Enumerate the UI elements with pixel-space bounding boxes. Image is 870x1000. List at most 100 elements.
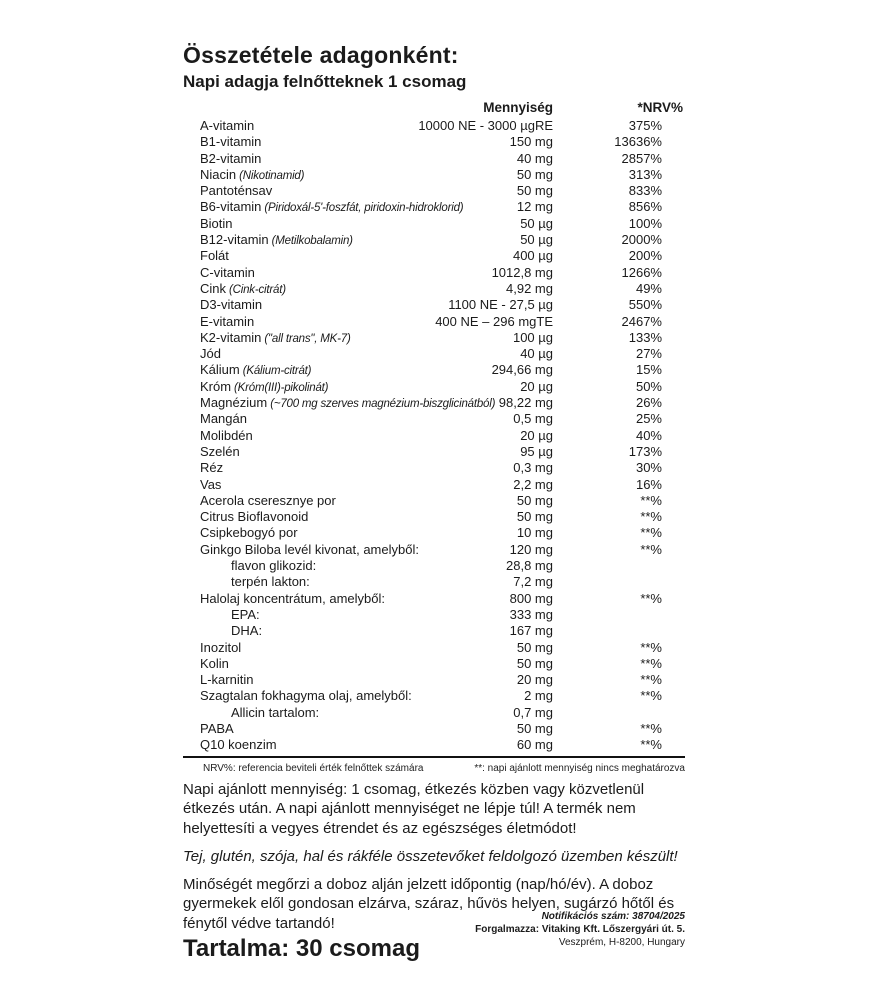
- ingredient-amount: 800 mg: [509, 590, 553, 606]
- ingredient-amount: 40 mg: [516, 150, 553, 166]
- table-row: PABA 50 mg **%: [183, 721, 685, 737]
- ingredient-name: K2-vitamin ("all trans", MK-7): [200, 329, 351, 345]
- table-row: B12-vitamin (Metilkobalamin) 50 µg 2000%: [183, 232, 685, 248]
- allergen-paragraph: Tej, glutén, szója, hal és rákféle össze…: [183, 848, 678, 866]
- ingredient-amount: 28,8 mg: [506, 558, 553, 574]
- footer-row: Tartalma: 30 csomag Notifikációs szám: 3…: [183, 911, 685, 964]
- ingredient-note: (Metilkobalamin): [268, 235, 353, 248]
- ingredient-amount: 12 mg: [516, 199, 553, 215]
- ingredient-nrv: 25%: [635, 411, 662, 427]
- table-row: Kolin 50 mg **%: [183, 656, 685, 672]
- ingredient-name: Magnézium (~700 mg szerves magnézium-bis…: [200, 395, 496, 411]
- ingredient-nrv: **%: [640, 639, 662, 655]
- table-row: Citrus Bioflavonoid 50 mg **%: [183, 509, 685, 525]
- ingredient-amount: 100 µg: [512, 329, 553, 345]
- ingredient-name: E-vitamin: [200, 313, 255, 329]
- distributor-address: Veszprém, H-8200, Hungary: [558, 937, 685, 949]
- ingredient-name: Acerola cseresznye por: [200, 492, 336, 508]
- ingredient-nrv: 2467%: [621, 313, 662, 329]
- table-row: D3-vitamin 1100 NE - 27,5 µg 550%: [183, 297, 685, 313]
- table-row: Réz 0,3 mg 30%: [183, 460, 685, 476]
- table-row: Inozitol 50 mg **%: [183, 640, 685, 656]
- ingredient-nrv: 833%: [628, 183, 662, 199]
- ingredient-amount: 167 mg: [509, 623, 553, 639]
- ingredient-amount: 95 µg: [520, 443, 553, 459]
- footnote-row: NRV%: referencia beviteli érték felnőtte…: [183, 758, 685, 775]
- ingredient-nrv: **%: [640, 509, 662, 525]
- ingredient-nrv: 49%: [635, 280, 662, 296]
- ingredient-nrv: 1266%: [621, 264, 662, 280]
- table-header-row: Mennyiség *NRV%: [183, 98, 685, 118]
- ingredient-name: Citrus Bioflavonoid: [200, 509, 309, 525]
- ingredient-name: L-karnitin: [200, 672, 254, 688]
- ingredient-nrv: **%: [640, 541, 662, 557]
- ingredient-name: Csipkebogyó por: [200, 525, 298, 541]
- ingredient-amount: 400 NE – 296 mgTE: [435, 313, 553, 329]
- ingredient-amount: 60 mg: [516, 737, 553, 753]
- table-row: flavon glikozid: 28,8 mg: [183, 558, 685, 574]
- notification-number: Notifikációs szám: 38704/2025: [541, 911, 685, 923]
- table-row: Pantoténsav 50 mg 833%: [183, 183, 685, 199]
- ingredient-nrv: 100%: [628, 215, 662, 231]
- ingredient-amount: 50 mg: [516, 509, 553, 525]
- ingredient-name: Biotin: [200, 215, 233, 231]
- ingredient-name: Vas: [200, 476, 222, 492]
- ingredient-name: flavon glikozid:: [231, 558, 317, 574]
- ingredient-name: PABA: [200, 720, 234, 736]
- table-row: EPA: 333 mg: [183, 607, 685, 623]
- ingredient-name: DHA:: [231, 623, 263, 639]
- column-header-nrv: *NRV%: [637, 100, 683, 115]
- ingredient-name: Q10 koenzim: [200, 737, 277, 753]
- table-row: Halolaj koncentrátum, amelyből: 800 mg **%: [183, 591, 685, 607]
- ingredient-table-body: A-vitamin 10000 NE - 3000 µgRE 375% B1-vita…: [183, 118, 685, 754]
- ingredient-amount: 0,3 mg: [513, 460, 553, 476]
- ingredient-amount: 0,7 mg: [513, 704, 553, 720]
- ingredient-amount: 50 mg: [516, 655, 553, 671]
- ingredient-note: ("all trans", MK-7): [261, 332, 351, 345]
- ingredient-amount: 333 mg: [509, 606, 553, 622]
- table-row: Niacin (Nikotinamid) 50 mg 313%: [183, 167, 685, 183]
- ingredient-note: (Cink-citrát): [226, 283, 286, 296]
- ingredient-amount: 50 µg: [520, 232, 553, 248]
- table-row: B1-vitamin 150 mg 13636%: [183, 134, 685, 150]
- ingredient-note: (Nikotinamid): [236, 169, 305, 182]
- ingredient-nrv: 2000%: [621, 232, 662, 248]
- table-row: Ginkgo Biloba levél kivonat, amelyből: 12…: [183, 542, 685, 558]
- ingredient-name: Pantoténsav: [200, 183, 273, 199]
- contents-line: Tartalma: 30 csomag: [183, 935, 420, 963]
- ingredient-amount: 2 mg: [524, 688, 553, 704]
- ingredient-amount: 400 µg: [512, 248, 553, 264]
- ingredient-note: (~700 mg szerves magnézium-biszglicinátb…: [267, 398, 496, 411]
- ingredient-amount: 120 mg: [509, 541, 553, 557]
- table-row: terpén lakton: 7,2 mg: [183, 574, 685, 590]
- table-row: E-vitamin 400 NE – 296 mgTE 2467%: [183, 314, 685, 330]
- table-row: Molibdén 20 µg 40%: [183, 428, 685, 444]
- table-row: Mangán 0,5 mg 25%: [183, 411, 685, 427]
- ingredient-amount: 50 µg: [520, 215, 553, 231]
- ingredient-nrv: 856%: [628, 199, 662, 215]
- footnote-nrv: NRV%: referencia beviteli érték felnőtte…: [203, 762, 424, 774]
- ingredient-name: Kálium (Kálium-citrát): [200, 362, 312, 378]
- ingredient-amount: 50 mg: [516, 639, 553, 655]
- table-row: B6-vitamin (Piridoxál-5'-foszfát, pirido…: [183, 199, 685, 215]
- table-row: Króm (Króm(III)-pikolinát) 20 µg 50%: [183, 379, 685, 395]
- ingredient-nrv: 375%: [628, 118, 662, 133]
- ingredient-name: Kolin: [200, 655, 229, 671]
- ingredient-nrv: 2857%: [621, 150, 662, 166]
- ingredient-amount: 2,2 mg: [513, 476, 553, 492]
- ingredient-amount: 50 mg: [516, 183, 553, 199]
- table-row: Acerola cseresznye por 50 mg **%: [183, 493, 685, 509]
- ingredient-name: Halolaj koncentrátum, amelyből:: [200, 590, 385, 606]
- table-row: C-vitamin 1012,8 mg 1266%: [183, 265, 685, 281]
- ingredient-name: Szagtalan fokhagyma olaj, amelyből:: [200, 688, 412, 704]
- ingredient-name: EPA:: [231, 606, 260, 622]
- ingredient-nrv: **%: [640, 655, 662, 671]
- table-row: Kálium (Kálium-citrát) 294,66 mg 15%: [183, 362, 685, 378]
- page-title: Összetétele adagonként:: [183, 42, 459, 68]
- ingredient-name: Allicin tartalom:: [231, 704, 320, 720]
- distributor-line: Forgalmazza: Vitaking Kft. Lőszergyári ú…: [475, 924, 685, 936]
- storage-paragraph: Minőségét megőrzi a doboz alján jelzett …: [183, 875, 675, 932]
- ingredient-nrv: **%: [640, 688, 662, 704]
- ingredient-name: C-vitamin: [200, 264, 255, 280]
